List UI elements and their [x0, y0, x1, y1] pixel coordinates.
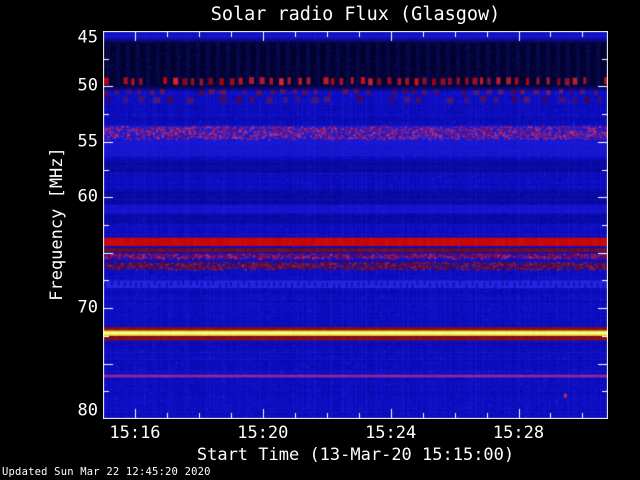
y-tick-label: 55: [77, 131, 98, 152]
x-tick-label: 15:16: [109, 423, 161, 443]
y-tick-label: 50: [77, 75, 98, 96]
y-tick-label: 60: [77, 186, 98, 207]
spectrogram-plot-area: [103, 31, 608, 419]
y-tick-label: 45: [77, 27, 98, 48]
updated-timestamp: Updated Sun Mar 22 12:45:20 2020: [2, 466, 211, 478]
x-tick-label: 15:24: [365, 423, 417, 443]
x-axis-label: Start Time (13-Mar-20 15:15:00): [196, 445, 515, 465]
x-tick-label: 15:28: [492, 423, 545, 443]
chart-title: Solar radio Flux (Glasgow): [210, 4, 501, 25]
y-tick-label: 70: [77, 297, 98, 318]
y-axis-label: Frequency [MHz]: [47, 147, 67, 301]
y-tick-label: 80: [77, 400, 98, 421]
x-tick-label: 15:20: [237, 423, 289, 443]
spectrogram-canvas: [103, 31, 608, 419]
